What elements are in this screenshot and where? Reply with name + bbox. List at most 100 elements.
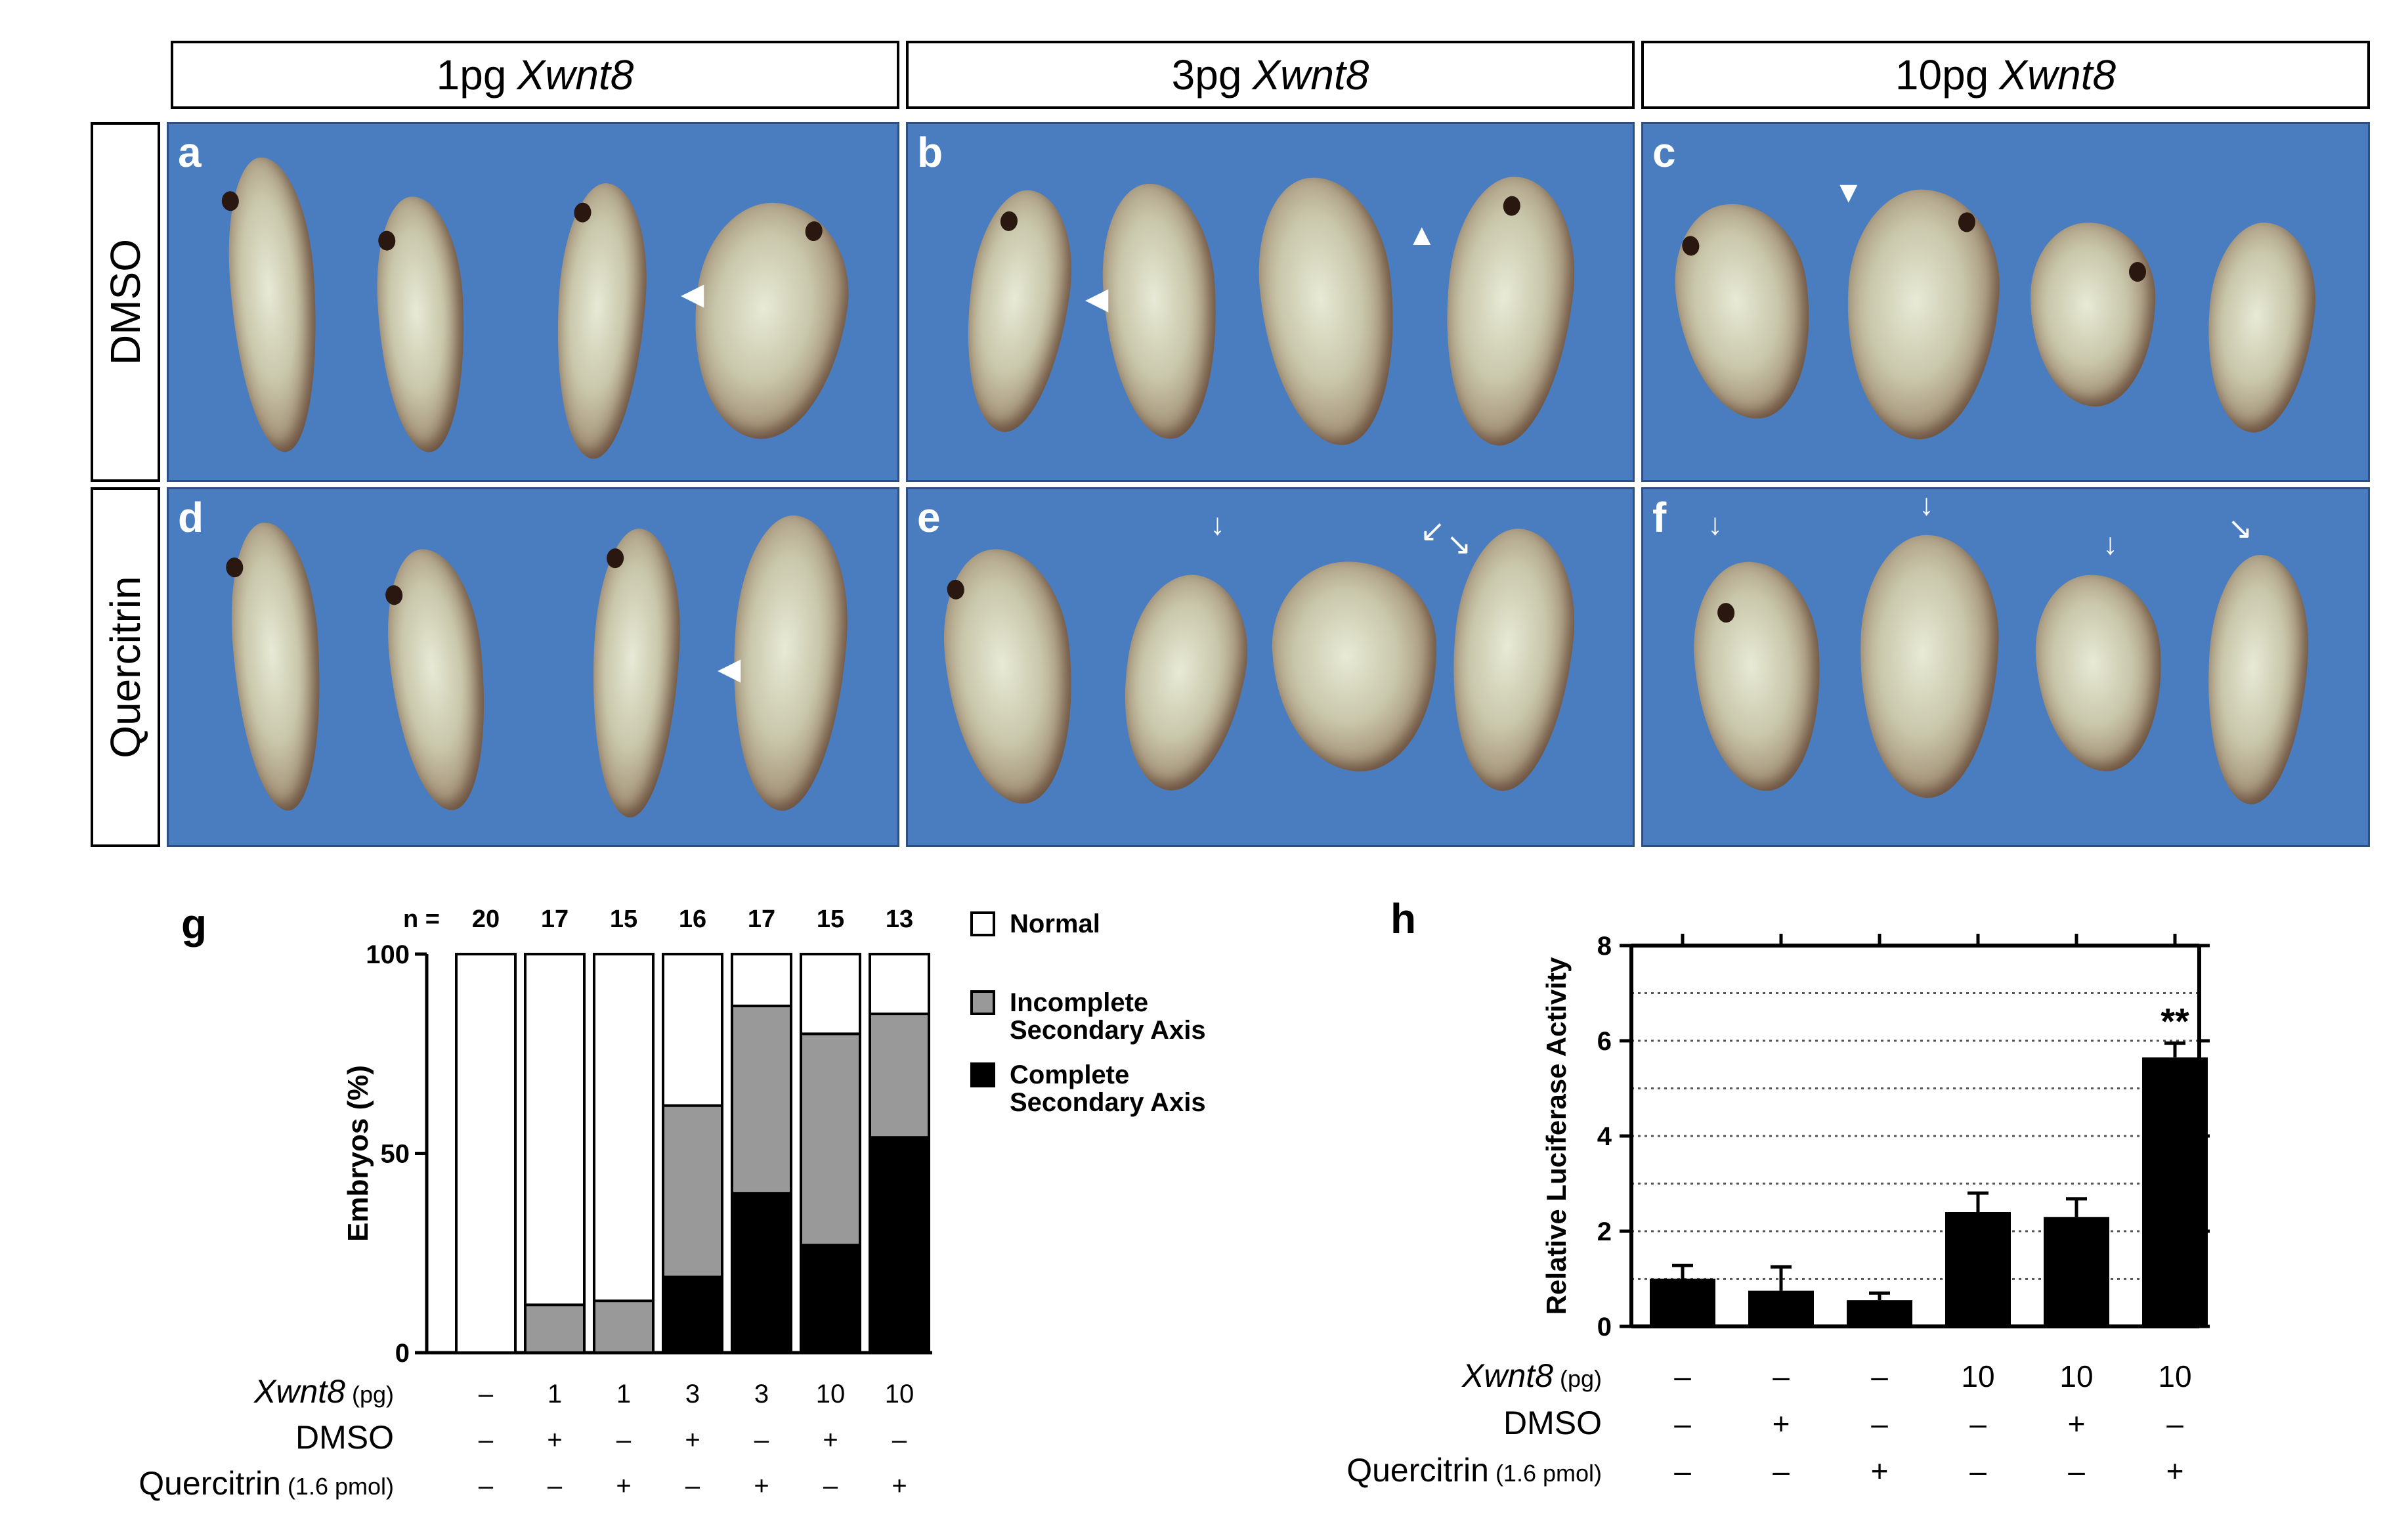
bar-segment: [593, 1299, 655, 1355]
condition-value: –: [1871, 1359, 1888, 1393]
y-tick-label: 8: [1597, 932, 1612, 961]
condition-value: 10: [1961, 1359, 1994, 1393]
arrowhead-icon: ▲: [1407, 217, 1437, 251]
row-header-label: DMSO: [102, 239, 149, 365]
bar-segment: [800, 1244, 861, 1354]
condition-value: –: [1773, 1359, 1790, 1393]
photo-panel-c: c ▼: [1641, 122, 2370, 482]
embryo: [1269, 558, 1441, 775]
y-axis-label: Embryos (%): [342, 1065, 374, 1242]
column-header-gene: Xwnt8: [517, 51, 634, 98]
condition-value: 1: [548, 1380, 562, 1408]
condition-value: –: [1674, 1454, 1691, 1488]
legend-swatch: [970, 990, 995, 1015]
condition-value: +: [547, 1426, 562, 1454]
legend-swatch: [970, 1062, 995, 1087]
photo-panel-b: b ◀ ▲: [906, 122, 1635, 482]
arrow-icon: ↓: [1919, 487, 1934, 521]
condition-value: –: [1674, 1407, 1691, 1441]
photo-panel-d: d ◀: [167, 487, 899, 847]
condition-value: +: [2166, 1454, 2184, 1488]
condition-value: –: [2166, 1407, 2183, 1441]
condition-value: –: [1969, 1407, 1987, 1441]
arrow-icon: ↘: [1446, 527, 1472, 561]
luciferase-bar-chart: 0 2 4 6 8 Relative Luciferase Activity ** Xwnt8…: [1346, 932, 2210, 1489]
bar-segment: [869, 1013, 930, 1139]
condition-value: +: [892, 1472, 907, 1500]
embryo: [224, 519, 330, 814]
condition-value: –: [1674, 1359, 1691, 1393]
condition-row-label: DMSO: [295, 1419, 394, 1456]
condition-row-label: Quercitrin (1.6 pmol): [1346, 1452, 1602, 1489]
bar-segment: [524, 1303, 586, 1354]
n-value: 17: [541, 906, 569, 933]
bar-segment: [731, 953, 792, 1007]
condition-row-label: DMSO: [1503, 1405, 1602, 1441]
condition-value: –: [1871, 1407, 1888, 1441]
y-tick-label: 50: [381, 1140, 410, 1169]
condition-value: +: [823, 1426, 838, 1454]
bar-segment: [662, 1275, 723, 1354]
condition-value: 3: [685, 1380, 700, 1408]
row-header-label: Quercitrin: [102, 576, 149, 758]
n-label: n =: [403, 906, 440, 933]
condition-value: –: [892, 1426, 907, 1454]
n-value: 15: [610, 906, 637, 933]
bar-segment: [662, 953, 723, 1107]
bar-segment: [800, 953, 861, 1036]
bar-segment: [800, 1032, 861, 1247]
column-header-gene: Xwnt8: [1999, 51, 2117, 98]
condition-value: –: [1773, 1454, 1790, 1488]
y-tick-label: 4: [1597, 1122, 1612, 1151]
bar-segment: [869, 953, 930, 1016]
condition-value: –: [1969, 1454, 1987, 1488]
row-header-dmso: DMSO: [91, 122, 160, 482]
panel-label: b: [917, 129, 943, 176]
y-axis-label: Relative Luciferase Activity: [1541, 957, 1572, 1315]
condition-value: 10: [2158, 1359, 2191, 1393]
embryo: [548, 180, 654, 462]
bar-segment: [455, 953, 517, 1354]
condition-value: –: [479, 1426, 494, 1454]
bar-segment: [869, 1136, 930, 1354]
condition-value: +: [616, 1472, 631, 1500]
legend-label: Secondary Axis: [1010, 1016, 1206, 1045]
column-header-dose: 3pg: [1171, 51, 1242, 98]
panel-label: d: [178, 494, 204, 541]
photo-panel-a: a ◀: [167, 122, 899, 482]
embryo: [1838, 185, 2006, 445]
embryo: [2199, 552, 2315, 808]
photo-panel-f: f ↓ ↓ ↓ ↘: [1641, 487, 2370, 847]
condition-value: 1: [616, 1380, 631, 1408]
embryo: [1855, 533, 2002, 800]
legend-label: Complete: [1010, 1060, 1129, 1089]
arrow-icon: ↙: [1420, 513, 1446, 548]
bar-segment: [731, 1004, 792, 1195]
panel-label: a: [178, 129, 202, 176]
arrow-icon: ↘: [2227, 511, 2253, 545]
arrow-icon: ↓: [1210, 507, 1225, 541]
condition-value: 10: [816, 1380, 846, 1408]
chart-label-g: g: [181, 900, 207, 948]
condition-row-label: Xwnt8 (pg): [253, 1373, 394, 1410]
photo-panel-e: e ↓ ↙ ↘: [906, 487, 1635, 847]
y-tick-label: 0: [1597, 1313, 1612, 1342]
arrowhead-icon: ◀: [718, 651, 741, 686]
bar-segment: [662, 1104, 723, 1278]
y-tick-label: 2: [1597, 1217, 1612, 1246]
y-tick-label: 100: [366, 940, 410, 969]
condition-value: +: [1871, 1454, 1889, 1488]
condition-value: –: [754, 1426, 769, 1454]
n-value: 13: [886, 906, 913, 933]
arrow-icon: ↓: [2103, 527, 2118, 561]
condition-value: +: [754, 1472, 769, 1500]
condition-value: +: [1773, 1407, 1790, 1441]
embryo: [585, 526, 686, 820]
embryo: [951, 184, 1084, 439]
embryo: [378, 544, 498, 816]
bar: [1650, 1278, 1715, 1326]
condition-value: –: [479, 1380, 494, 1408]
arrowhead-icon: ◀: [681, 276, 704, 311]
bar-segment: [593, 953, 655, 1303]
embryo: [678, 193, 861, 449]
